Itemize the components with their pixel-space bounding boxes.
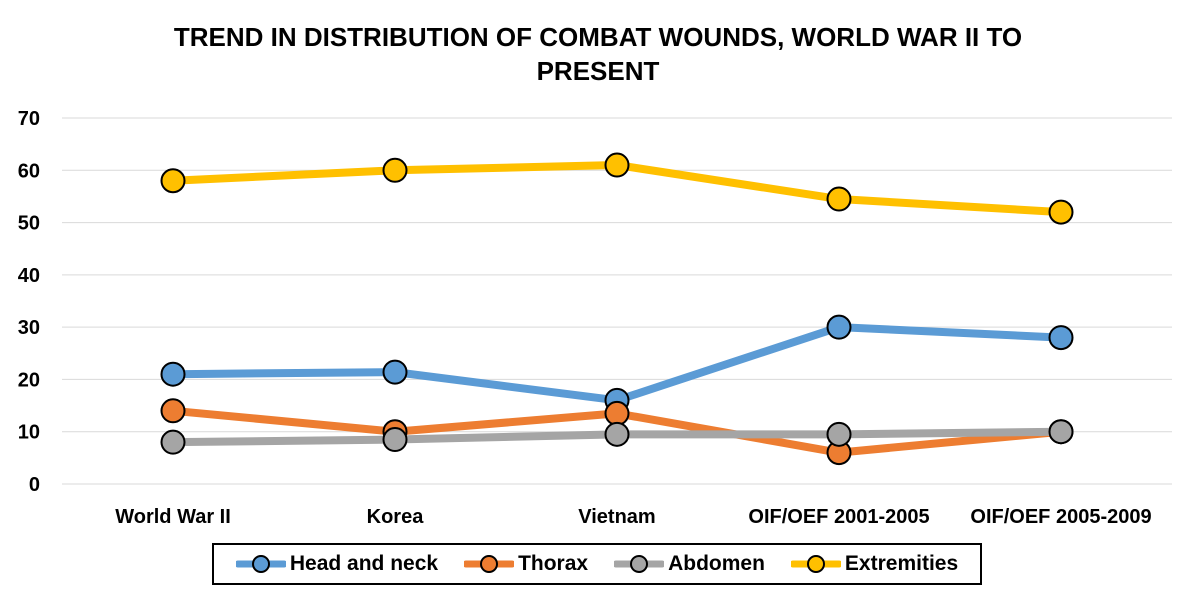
legend-label: Extremities	[844, 552, 959, 575]
legend-marker-icon	[790, 555, 841, 573]
x-category-label: Vietnam	[578, 506, 655, 528]
y-tick-label: 30	[18, 317, 40, 339]
series-2	[160, 419, 1074, 455]
x-category-label: World War II	[115, 506, 231, 528]
legend-marker-icon	[614, 555, 665, 573]
y-tick-label: 0	[29, 474, 40, 496]
y-tick-label: 70	[18, 108, 40, 130]
legend-item: Head and neck	[235, 552, 439, 576]
legend-item: Thorax	[464, 552, 588, 576]
data-point	[604, 152, 630, 178]
data-point	[382, 427, 408, 453]
data-point	[604, 400, 630, 426]
data-point	[160, 429, 186, 455]
y-tick-label: 60	[18, 160, 40, 182]
y-tick-label: 20	[18, 369, 40, 391]
legend-item: Abdomen	[614, 552, 765, 576]
series-0	[160, 314, 1074, 413]
data-point	[826, 186, 852, 212]
y-axis-ticks: 0 10 20 30 40 50 60 70	[18, 108, 40, 496]
data-point	[160, 168, 186, 194]
x-category-label: Korea	[367, 506, 425, 528]
y-tick-label: 10	[18, 422, 40, 444]
data-point	[1048, 325, 1074, 351]
chart-title: TREND IN DISTRIBUTION OF COMBAT WOUNDS, …	[173, 22, 1023, 86]
series-lines	[160, 152, 1074, 466]
data-point	[604, 421, 630, 447]
legend-item: Extremities	[790, 552, 959, 576]
x-axis-categories: World War II Korea Vietnam OIF/OEF 2001-200…	[115, 506, 1151, 528]
data-point	[382, 359, 408, 385]
data-point	[382, 157, 408, 183]
legend: Head and neck Thorax Abdomen Extremities	[212, 543, 982, 585]
legend-label: Abdomen	[668, 552, 765, 575]
y-tick-label: 50	[18, 213, 40, 235]
x-category-label: OIF/OEF 2005-2009	[970, 506, 1151, 528]
data-point	[826, 314, 852, 340]
y-tick-label: 40	[18, 265, 40, 287]
data-point	[1048, 419, 1074, 445]
data-point	[1048, 199, 1074, 225]
legend-marker-icon	[464, 555, 515, 573]
data-point	[160, 361, 186, 387]
legend-label: Thorax	[518, 552, 589, 575]
legend-marker-icon	[235, 555, 286, 573]
x-category-label: OIF/OEF 2001-2005	[748, 506, 929, 528]
data-point	[160, 398, 186, 424]
data-point	[826, 421, 852, 447]
legend-label: Head and neck	[289, 552, 439, 575]
series-3	[160, 152, 1074, 225]
